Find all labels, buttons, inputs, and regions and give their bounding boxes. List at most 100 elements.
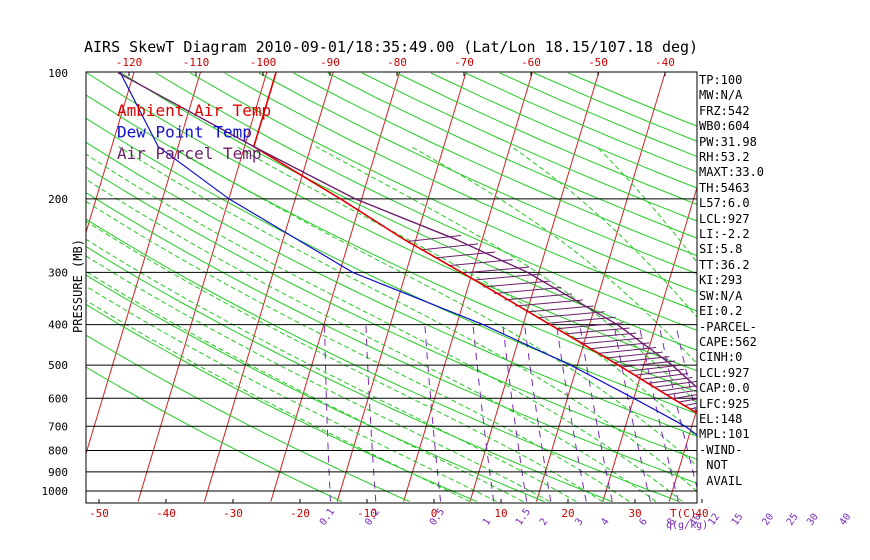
- moist-adiabat-line: [86, 178, 657, 503]
- dew-point-series-point: [570, 364, 572, 366]
- moist-adiabat-line: [86, 238, 577, 503]
- cape-hatch-line: [515, 299, 583, 307]
- index-entry: -PARCEL-: [699, 319, 757, 334]
- index-entry: CAPE:562: [699, 334, 757, 349]
- cape-hatch-line: [683, 402, 697, 407]
- top-temp-label: -120: [116, 56, 143, 69]
- mixing-ratio-label: 15: [730, 512, 746, 528]
- cape-hatch-line: [588, 342, 650, 350]
- mixing-ratio-label: 6: [637, 516, 649, 527]
- dry-adiabat-line: [86, 117, 697, 415]
- index-entry: EI:0.2: [699, 304, 743, 319]
- mixing-ratio-label: 2: [538, 516, 550, 527]
- pressure-tick-label: 200: [48, 193, 68, 206]
- ambient-temp-series-point: [549, 324, 551, 326]
- index-entry: NOT: [699, 458, 728, 473]
- y-axis-label: PRESSURE (MB): [71, 239, 85, 333]
- mixing-ratio-label: 1: [481, 516, 493, 527]
- dry-adiabat-line: [224, 72, 697, 293]
- bottom-temp-label: 30: [628, 507, 641, 520]
- cape-hatch-line: [536, 311, 605, 319]
- isotherm-line: [602, 185, 697, 502]
- series-layer: [117, 72, 799, 491]
- parcel-temp-series-point: [117, 72, 120, 74]
- top-temp-label: -70: [454, 56, 474, 69]
- index-entry: CINH:0: [699, 350, 743, 365]
- index-entry: LFC:925: [699, 396, 750, 411]
- index-entry: TH:5463: [699, 180, 750, 195]
- bottom-temp-label: 40: [695, 507, 708, 520]
- isotherm-line: [535, 72, 666, 502]
- index-entry: RH:53.2: [699, 150, 750, 165]
- moist-adiabat-line: [86, 299, 471, 503]
- legend-entry: Air Parcel Temp: [117, 144, 262, 163]
- index-entry: CAP:0.0: [699, 381, 750, 396]
- cape-hatch-line: [666, 389, 697, 396]
- top-temp-label: -90: [320, 56, 340, 69]
- dry-adiabat-line: [189, 72, 697, 312]
- isotherm-line: [137, 72, 268, 502]
- ambient-temp-series-point: [275, 72, 277, 74]
- index-entry: -WIND-: [699, 442, 743, 457]
- parcel-temp-series: [118, 72, 697, 389]
- ambient-temp-series-point: [339, 198, 342, 200]
- cape-hatch-line: [504, 293, 573, 301]
- cape-hatch-line: [633, 368, 684, 376]
- pressure-tick-label: 400: [48, 319, 68, 332]
- index-entry: AVAIL: [699, 473, 743, 488]
- mixing-ratio-line: [764, 325, 819, 502]
- cape-hatch-line: [646, 376, 693, 384]
- ambient-temp-series-point: [403, 238, 405, 240]
- dry-adiabat-line: [465, 72, 697, 173]
- pressure-tick-label: 600: [48, 392, 68, 405]
- ambient-temp-series-point: [769, 471, 770, 472]
- moist-adiabat-line: [236, 146, 697, 438]
- ambient-temp-series-point: [798, 490, 799, 491]
- parcel-temp-series-point: [616, 324, 618, 326]
- dry-adiabat-line: [86, 72, 697, 372]
- top-temp-label: -110: [183, 56, 210, 69]
- index-entry: MAXT:33.0: [699, 165, 765, 180]
- index-entry: SW:N/A: [699, 288, 743, 303]
- isotherm-line: [336, 72, 467, 502]
- indices-panel: TP:100 MW:N/A FRZ:542 WB0:604 PW:31.98 RH:53.…: [699, 73, 764, 489]
- top-temp-label: -80: [387, 56, 407, 69]
- mixing-ratio-label: 20: [760, 512, 776, 528]
- cape-hatch-line: [556, 322, 624, 330]
- pressure-tick-label: 700: [48, 420, 68, 433]
- mixing-ratio-line: [324, 324, 331, 502]
- parcel-temp-series-point: [785, 486, 786, 487]
- dew-point-series-point: [157, 146, 159, 148]
- bottom-temp-label: -30: [223, 507, 243, 520]
- mixing-ratio-label: 30: [805, 512, 821, 528]
- index-entry: TP:100: [699, 73, 743, 87]
- bottom-temp-label: -10: [357, 507, 377, 520]
- dew-point-series-point: [684, 425, 686, 427]
- pressure-tick-label: 500: [48, 359, 68, 372]
- index-entry: FRZ:542: [699, 103, 750, 118]
- cape-hatch-line: [407, 235, 462, 243]
- isotherm-line: [86, 72, 202, 456]
- dew-point-series-point: [482, 324, 484, 326]
- top-temp-label: -40: [655, 56, 675, 69]
- top-temp-label: -60: [521, 56, 541, 69]
- temp-unit-label: T(C): [670, 507, 697, 520]
- cape-hatch-line: [621, 360, 676, 368]
- cape-hatch-line: [597, 347, 657, 355]
- cape-hatch-line: [547, 316, 616, 324]
- cape-hatch-line: [678, 398, 697, 403]
- index-entry: LI:-2.2: [699, 227, 750, 242]
- cape-hatch-line: [483, 280, 551, 288]
- cape-hatch-line: [659, 385, 697, 392]
- dew-point-series-point: [352, 271, 354, 274]
- dew-point-series-point: [633, 397, 635, 399]
- index-entry: SI:5.8: [699, 242, 743, 257]
- index-entry: LCL:927: [699, 365, 750, 380]
- cape-hatch-line: [564, 327, 630, 335]
- isotherm-line: [203, 72, 334, 502]
- pressure-tick-label: 800: [48, 444, 68, 457]
- cape-hatch-line: [640, 372, 689, 380]
- cape-hatch-line: [605, 351, 663, 359]
- index-entry: MPL:101: [699, 427, 750, 442]
- pressure-tick-label: 300: [48, 266, 68, 279]
